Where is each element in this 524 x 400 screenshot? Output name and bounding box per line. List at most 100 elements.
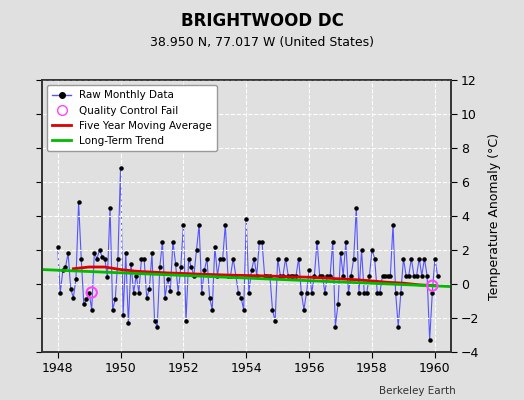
Point: [357, 247, 366, 253]
Point: [431, 255, 439, 262]
Point: [381, 272, 389, 279]
Point: [190, 272, 198, 279]
Point: [274, 255, 282, 262]
Point: [329, 238, 337, 245]
Point: [255, 238, 264, 245]
Point: [158, 238, 167, 245]
Point: [418, 272, 426, 279]
Point: [203, 255, 211, 262]
Point: [407, 255, 416, 262]
Point: [363, 289, 371, 296]
Point: [355, 289, 363, 296]
Point: [279, 272, 287, 279]
Point: [119, 311, 127, 318]
Point: [323, 272, 332, 279]
Point: [350, 255, 358, 262]
Point: [368, 247, 376, 253]
Point: [135, 289, 143, 296]
Point: [205, 294, 214, 301]
Point: [171, 260, 180, 267]
Point: [161, 294, 169, 301]
Point: [213, 272, 222, 279]
Point: [260, 272, 269, 279]
Text: 38.950 N, 77.017 W (United States): 38.950 N, 77.017 W (United States): [150, 36, 374, 49]
Point: [211, 243, 219, 250]
Point: [103, 274, 112, 280]
Point: [352, 204, 361, 211]
Point: [111, 296, 119, 302]
Point: [200, 267, 209, 274]
Point: [224, 272, 232, 279]
Point: [266, 272, 274, 279]
Point: [384, 272, 392, 279]
Point: [263, 272, 271, 279]
Point: [216, 255, 224, 262]
Point: [219, 255, 227, 262]
Point: [242, 216, 250, 222]
Point: [370, 255, 379, 262]
Point: [287, 272, 295, 279]
Point: [237, 294, 245, 301]
Point: [326, 272, 334, 279]
Point: [289, 272, 298, 279]
Point: [67, 286, 75, 292]
Point: [425, 337, 434, 343]
Point: [232, 272, 240, 279]
Point: [297, 289, 305, 296]
Point: [93, 255, 101, 262]
Point: [56, 289, 64, 296]
Point: [399, 255, 408, 262]
Point: [342, 238, 350, 245]
Point: [143, 294, 151, 301]
Point: [373, 289, 381, 296]
Point: [344, 289, 353, 296]
Point: [423, 272, 431, 279]
Point: [150, 318, 159, 325]
Point: [321, 289, 329, 296]
Point: [394, 323, 402, 330]
Point: [129, 289, 138, 296]
Point: [163, 276, 172, 282]
Point: [169, 238, 177, 245]
Legend: Raw Monthly Data, Quality Control Fail, Five Year Moving Average, Long-Term Tren: Raw Monthly Data, Quality Control Fail, …: [47, 85, 217, 151]
Point: [313, 238, 321, 245]
Point: [250, 255, 258, 262]
Point: [239, 306, 248, 313]
Point: [397, 289, 405, 296]
Point: [284, 272, 292, 279]
Point: [192, 247, 201, 253]
Point: [82, 296, 91, 302]
Point: [305, 267, 313, 274]
Point: [124, 320, 133, 326]
Point: [148, 250, 156, 257]
Point: [389, 221, 397, 228]
Point: [331, 323, 340, 330]
Point: [72, 276, 80, 282]
Point: [310, 272, 319, 279]
Point: [336, 250, 345, 257]
Point: [53, 243, 62, 250]
Point: [64, 250, 72, 257]
Point: [74, 199, 83, 206]
Point: [420, 255, 429, 262]
Point: [184, 255, 193, 262]
Point: [106, 204, 114, 211]
Point: [334, 301, 342, 308]
Point: [179, 221, 188, 228]
Point: [80, 301, 88, 308]
Point: [88, 289, 96, 296]
Point: [386, 272, 395, 279]
Point: [339, 272, 347, 279]
Point: [402, 272, 410, 279]
Point: [95, 247, 104, 253]
Point: [318, 272, 326, 279]
Point: [294, 255, 303, 262]
Point: [77, 255, 85, 262]
Point: [415, 255, 423, 262]
Y-axis label: Temperature Anomaly (°C): Temperature Anomaly (°C): [488, 132, 501, 300]
Point: [391, 289, 400, 296]
Point: [405, 272, 413, 279]
Point: [315, 272, 324, 279]
Point: [292, 272, 300, 279]
Point: [281, 255, 290, 262]
